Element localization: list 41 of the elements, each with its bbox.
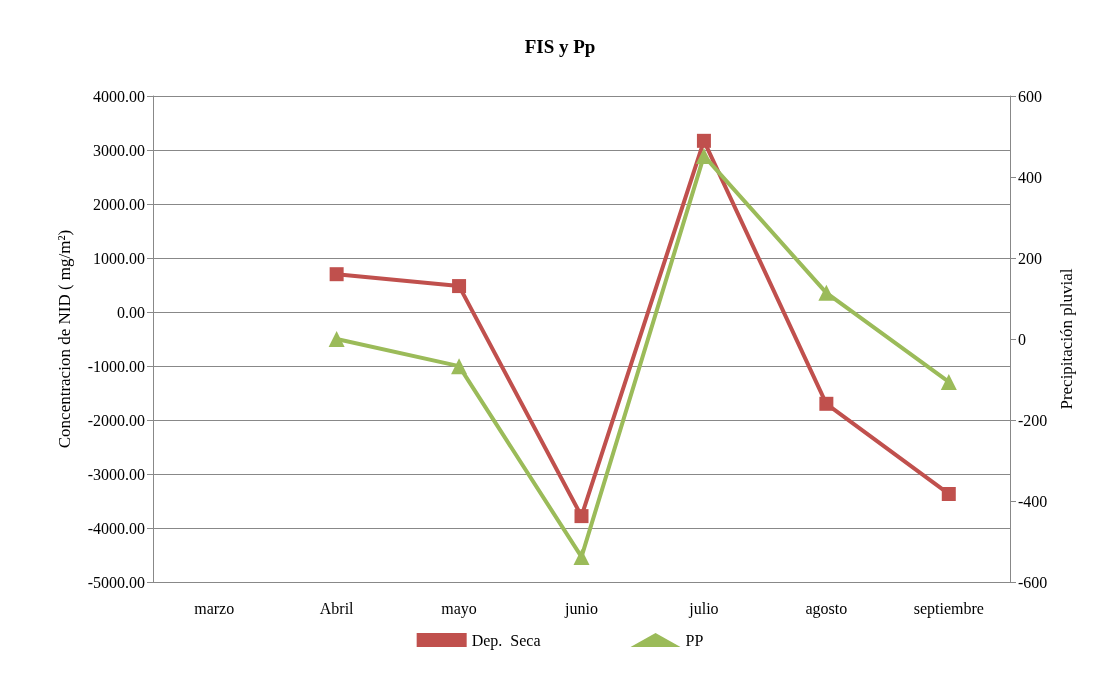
x-tick-label: marzo: [194, 599, 235, 617]
y-tick-label: -4000.00: [87, 519, 145, 537]
point: [941, 486, 956, 501]
point: [328, 331, 345, 347]
point: [329, 267, 344, 282]
y-tick-label: 2000.00: [93, 195, 145, 213]
y-tick-label: -3000.00: [87, 465, 145, 483]
point: [818, 284, 835, 301]
x-tick-label: mayo: [441, 599, 477, 618]
x-tick-label: Abril: [319, 599, 355, 617]
legend-label: PP: [685, 631, 704, 649]
x-tick-label: agosto: [805, 599, 848, 618]
point: [819, 396, 834, 411]
y-tick-label: 4000.00: [93, 87, 145, 105]
y-tick-label: -1000.00: [87, 357, 145, 375]
y2-tick-label: 400: [1018, 168, 1042, 186]
legend-label: Dep. Seca: [471, 631, 541, 650]
chart-title: FIS y Pp: [524, 36, 596, 57]
y2-tick-label: 600: [1018, 87, 1042, 105]
x-tick-label: septiembre: [913, 599, 984, 618]
y2-axis-title: Precipitación pluvial: [1057, 268, 1077, 410]
y-tick-label: -2000.00: [87, 411, 145, 429]
point: [574, 509, 589, 524]
y2-tick-label: -600: [1018, 573, 1048, 591]
x-tick-label: julio: [688, 599, 719, 618]
y2-tick-label: 200: [1018, 249, 1042, 267]
point: [452, 279, 467, 294]
y-tick-label: 0.00: [117, 303, 145, 321]
y2-tick-label: -400: [1018, 492, 1048, 510]
point: [573, 548, 590, 565]
point: [451, 358, 468, 375]
point: [696, 133, 711, 148]
y2-tick-label: 0: [1018, 330, 1026, 348]
y-tick-label: 3000.00: [93, 141, 145, 159]
y-axis-title: Concentracion de NID ( mg/m²): [55, 229, 74, 449]
y-tick-label: 1000.00: [93, 249, 145, 267]
point: [940, 373, 957, 390]
x-tick-label: junio: [564, 599, 598, 618]
y-tick-label: -5000.00: [87, 573, 145, 591]
y2-tick-label: -200: [1018, 411, 1048, 429]
point: [695, 147, 712, 164]
